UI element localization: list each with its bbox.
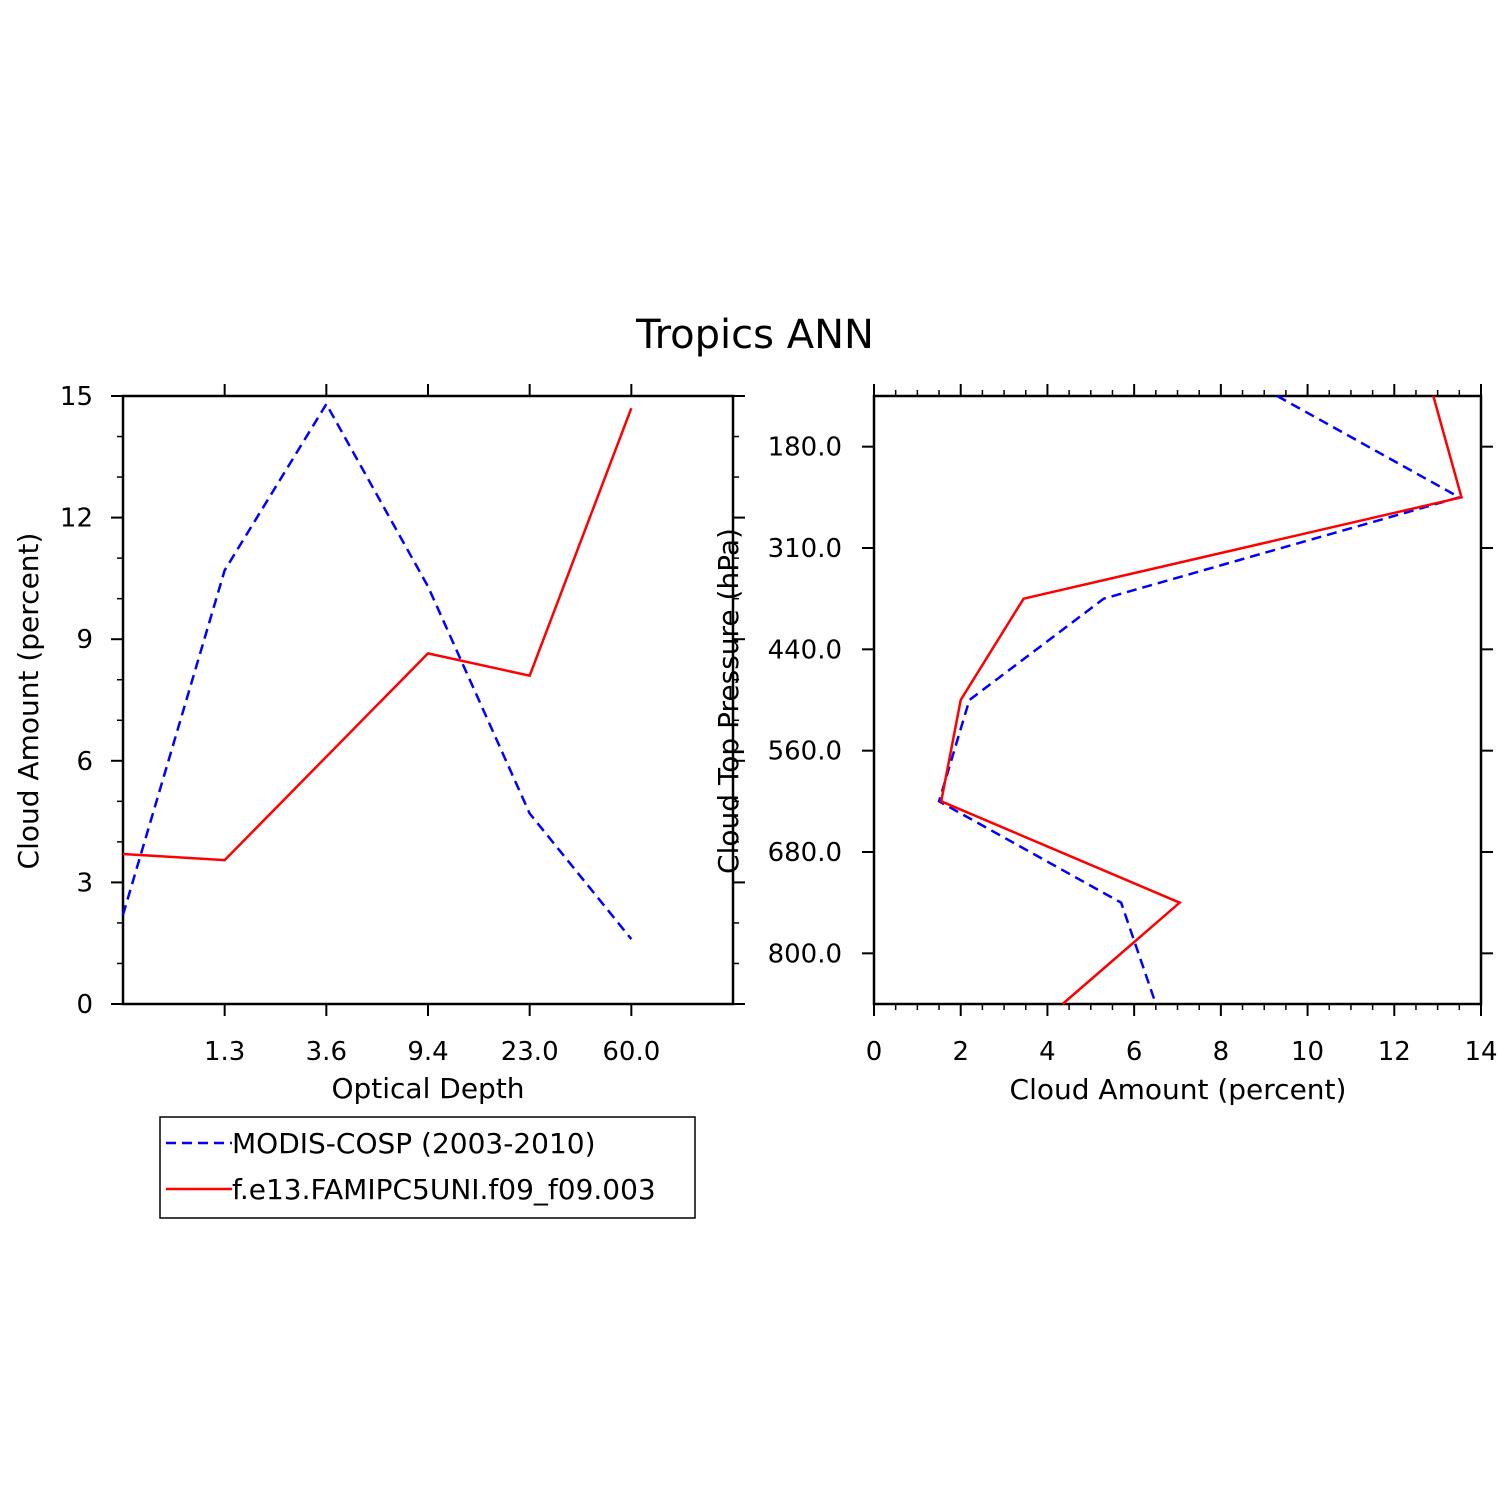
- left-plot-frame: [121, 394, 735, 1006]
- left-y-tick-label: 9: [76, 625, 93, 655]
- legend-label-modis: MODIS-COSP (2003-2010): [232, 1127, 596, 1160]
- figure-title: Tropics ANN: [635, 312, 874, 358]
- right-x-tick-label: 0: [866, 1037, 883, 1067]
- right-x-tick-label: 2: [952, 1037, 969, 1067]
- right-x-tick-label: 6: [1126, 1037, 1143, 1067]
- left-x-tick-label: 60.0: [602, 1037, 660, 1067]
- left-x-tick-label: 3.6: [306, 1037, 347, 1067]
- right-x-tick-label: 8: [1213, 1037, 1230, 1067]
- right-y-tick-label: 180.0: [768, 433, 842, 463]
- legend-label-model: f.e13.FAMIPC5UNI.f09_f09.003: [232, 1173, 656, 1206]
- left-y-tick-label: 0: [76, 990, 93, 1020]
- left-y-tick-label: 6: [76, 747, 93, 777]
- right-x-tick-label: 12: [1378, 1037, 1411, 1067]
- left-panel: Optical Depth Cloud Amount (percent) 0 3 6…: [12, 382, 745, 1105]
- left-y-tick-label: 12: [60, 504, 93, 534]
- left-y-tick-label: 3: [76, 868, 93, 898]
- right-y-tick-label: 310.0: [768, 534, 842, 564]
- left-x-axis-label: Optical Depth: [331, 1072, 524, 1105]
- right-y-tick-label: 800.0: [768, 939, 842, 969]
- right-y-tick-label: 560.0: [768, 737, 842, 767]
- right-panel: Cloud Amount (percent) Cloud Top Pressur…: [712, 384, 1498, 1106]
- right-x-axis-label: Cloud Amount (percent): [1010, 1073, 1347, 1106]
- left-y-axis-label: Cloud Amount (percent): [12, 533, 45, 870]
- right-series-line-modis: [937, 394, 1463, 1005]
- left-y-tick-label: 15: [60, 382, 93, 412]
- legend: MODIS-COSP (2003-2010) f.e13.FAMIPC5UNI.…: [159, 1116, 696, 1219]
- right-y-axis-label: Cloud Top Pressure (hPa): [712, 528, 745, 874]
- left-series-line-model: [122, 407, 633, 862]
- right-series-line-model: [939, 395, 1464, 1005]
- left-x-tick-label: 9.4: [407, 1037, 448, 1067]
- left-series-line-modis: [121, 401, 633, 940]
- left-x-tick-label: 23.0: [501, 1037, 559, 1067]
- right-plot-frame: [872, 394, 1483, 1006]
- legend-box: [159, 1116, 696, 1219]
- left-x-tick-label: 1.3: [204, 1037, 245, 1067]
- right-x-tick-label: 4: [1039, 1037, 1056, 1067]
- right-x-tick-label: 10: [1291, 1037, 1324, 1067]
- right-x-tick-label: 14: [1464, 1037, 1497, 1067]
- right-y-tick-label: 680.0: [768, 838, 842, 868]
- right-y-tick-label: 440.0: [768, 635, 842, 665]
